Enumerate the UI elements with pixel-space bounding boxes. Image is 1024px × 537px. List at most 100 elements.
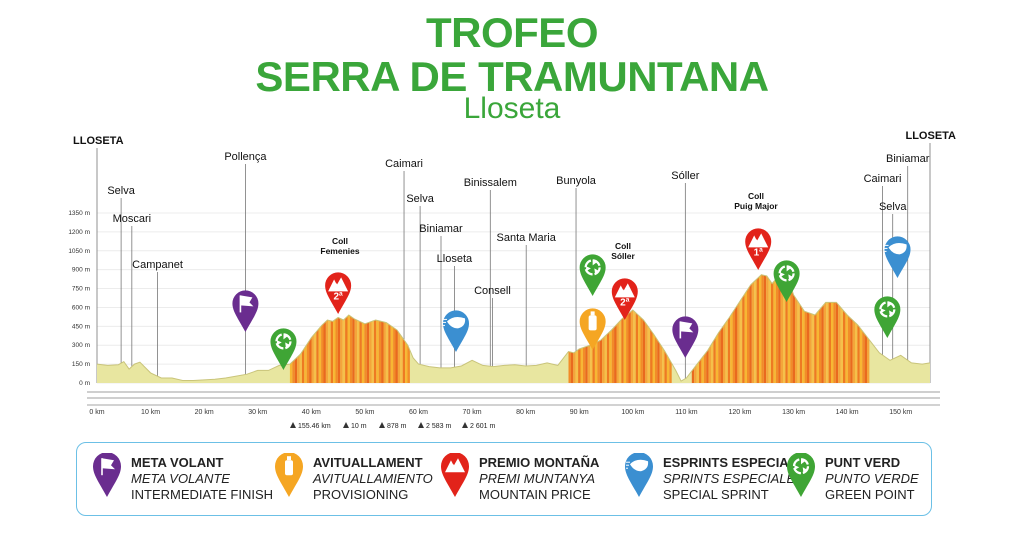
climb-stripe: [400, 274, 403, 383]
climb-stripe: [694, 274, 697, 383]
title-line-2: SERRA DE TRAMUNTANA: [255, 53, 769, 100]
recycle-arrow: [788, 274, 794, 280]
climb-stripe: [330, 274, 334, 383]
climb-stripe: [766, 274, 769, 383]
x-tick-label: 80 km: [516, 409, 535, 416]
climb-stripe: [773, 274, 776, 383]
climb-stripe: [696, 274, 699, 383]
mountain-shape: [445, 458, 465, 473]
climb-stripe: [807, 274, 810, 383]
x-tick-label: 110 km: [675, 409, 698, 416]
climb-stripe: [373, 274, 377, 383]
climb-stripe: [397, 274, 401, 383]
climb-stripe: [309, 274, 312, 383]
climb-name: Coll: [332, 236, 348, 246]
recycle-ring: [879, 301, 896, 318]
climb-stripe: [626, 274, 629, 383]
climb-stripe: [742, 274, 745, 383]
mountain-snow: [754, 235, 759, 240]
climb-stripe: [311, 274, 314, 383]
place-label: Consell: [474, 285, 511, 297]
climb-stripe: [720, 274, 723, 383]
climb-stripe: [768, 274, 771, 383]
climb-stripe: [691, 274, 695, 383]
legend-label: AVITUALLAMENT: [313, 455, 423, 470]
place-label: Campanet: [132, 259, 183, 271]
legend-pin: [441, 453, 469, 497]
climb-stripe: [835, 274, 839, 383]
place-label: Binissalem: [464, 177, 517, 189]
climb-stripe: [754, 274, 757, 383]
y-tick-label: 900 m: [72, 267, 90, 274]
recycle-icon: [773, 260, 800, 302]
legend: META VOLANT META VOLANTE INTERMEDIATE FI…: [76, 442, 932, 516]
sprint-icon: [443, 310, 470, 352]
x-tick-label: 40 km: [302, 409, 321, 416]
axis-bar: [87, 391, 940, 393]
x-tick-label: 150 km: [889, 409, 912, 416]
climb-stripe: [635, 274, 639, 383]
climb-stripe: [706, 274, 709, 383]
climb-stripe: [783, 274, 786, 383]
climb-stripe: [337, 274, 341, 383]
markers: 2ª 2ª 1ª: [232, 228, 911, 370]
climb-stripe: [703, 274, 707, 383]
climb-stripe: [623, 274, 627, 383]
climb-stripe: [405, 274, 408, 383]
bottle-cap: [590, 311, 595, 316]
descent-icon: [462, 422, 468, 428]
climb-stripe: [819, 274, 822, 383]
pin-shape: [874, 296, 901, 338]
pin-shape: [232, 290, 259, 332]
place-label: Biniamar: [886, 153, 930, 165]
x-tick-label: 130 km: [782, 409, 805, 416]
legend-label: PREMIO MONTAÑA: [479, 455, 600, 470]
y-axis-ticks: 0 m 150 m 300 m 450 m 600 m 750 m 900 m 1050 m 1…: [68, 210, 90, 387]
place-label: Selva: [879, 201, 907, 213]
climb-stripe: [831, 274, 834, 383]
climb-stripe: [669, 274, 672, 383]
x-axis: 0 km 10 km 20 km 30 km 40 km 50 km 60 km 70 km 8…: [87, 391, 940, 416]
climb-stripe: [792, 274, 795, 383]
recycle-icon: [787, 453, 815, 497]
legend-pin: [93, 453, 121, 497]
sprint-shape: [888, 242, 907, 255]
climb-stripe: [816, 274, 819, 383]
place-label: Pollença: [224, 151, 267, 163]
summary-value: 2 583 m: [426, 423, 451, 430]
climb-stripe: [606, 274, 610, 383]
climb-stripe: [297, 274, 300, 383]
climb-stripe: [614, 274, 617, 383]
legend-pin: [787, 453, 815, 497]
axis-bar: [87, 397, 940, 399]
climb-stripe: [318, 274, 322, 383]
recycle-icon: [579, 254, 606, 296]
climb-stripe: [633, 274, 636, 383]
pin-shape: [672, 316, 699, 358]
climb-stripe: [657, 274, 660, 383]
x-tick-label: 70 km: [463, 409, 482, 416]
meta-volant-icon: [93, 453, 121, 497]
climb-stripe: [664, 274, 667, 383]
max-altitude-icon: [379, 422, 385, 428]
climb-stripe: [347, 274, 350, 383]
climb-stripe: [715, 274, 719, 383]
climb-stripe: [838, 274, 841, 383]
climb-stripe: [654, 274, 658, 383]
climb-stripe: [699, 274, 702, 383]
summary-value: 2 601 m: [470, 423, 495, 430]
recycle-arrow: [594, 268, 600, 274]
place-label: Selva: [107, 185, 135, 197]
climb-stripe: [652, 274, 655, 383]
bottle-cap: [287, 456, 291, 461]
climb-stripe: [570, 274, 574, 383]
climb-stripe: [771, 274, 774, 383]
legend-pin: [275, 453, 303, 497]
climb-stripe: [611, 274, 615, 383]
climb-stripe: [345, 274, 348, 383]
climb-stripe: [859, 274, 863, 383]
climb-stripe: [847, 274, 851, 383]
recycle-arrow: [889, 310, 895, 316]
climb-stripe: [645, 274, 648, 383]
legend-label: ESPRINTS ESPECIALS: [663, 455, 806, 470]
